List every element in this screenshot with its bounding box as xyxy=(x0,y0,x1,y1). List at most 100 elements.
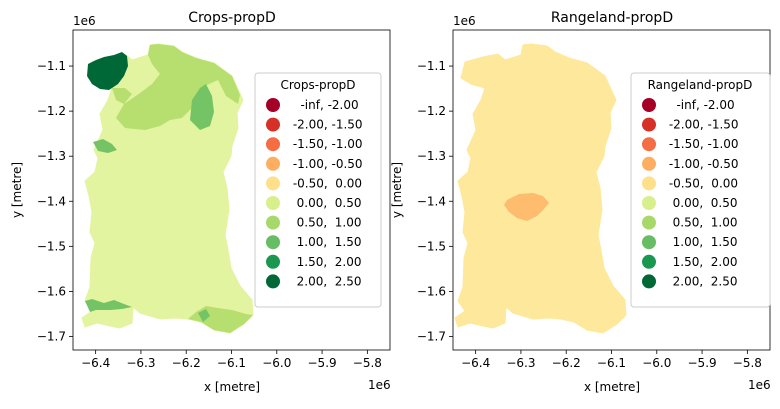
rangeland-legend-items: -inf, -2.00 -2.00, -1.50 -1.50, -1.00 -1… xyxy=(642,98,739,289)
crops-y-offset-label: 1e6 xyxy=(73,14,96,28)
legend-label: 2.00, 2.50 xyxy=(289,274,362,288)
crops-dark-green-region xyxy=(87,52,128,90)
rangeland-y-axis-label: y [metre] xyxy=(390,162,404,218)
crops-map-regions xyxy=(81,43,254,334)
legend-label: 0.00, 0.50 xyxy=(289,196,362,210)
legend-swatch xyxy=(642,137,656,152)
legend-swatch xyxy=(266,98,280,112)
rangeland-y-offset-label: 1e6 xyxy=(453,14,476,28)
crops-legend-box xyxy=(254,72,382,308)
crops-legend-items: -inf, -2.00 -2.00, -1.50 -1.50, -1.00 -1… xyxy=(266,98,363,289)
y-tick-label: −1.6 xyxy=(37,284,66,298)
crops-northwest-green-region xyxy=(112,88,132,104)
legend-label: 1.00, 1.50 xyxy=(665,235,738,249)
x-tick-label: −6.0 xyxy=(642,356,671,370)
legend-label: -2.00, -1.50 xyxy=(289,118,363,132)
crops-south-mid-green-patch xyxy=(198,309,210,322)
y-tick-label: −1.5 xyxy=(417,239,446,253)
legend-swatch xyxy=(266,235,280,250)
legend-label: -1.00, -0.50 xyxy=(665,157,739,171)
x-tick-label: −6.3 xyxy=(506,356,535,370)
crops-map-panel: Crops-propD −6.4 −6.3 −6.2 −6.1 −6.0 −5.9 −5.8… xyxy=(10,10,391,394)
legend-swatch xyxy=(266,137,280,152)
legend-swatch xyxy=(642,156,656,171)
legend-label: 0.50, 1.00 xyxy=(665,216,738,230)
legend-swatch xyxy=(642,176,656,191)
crops-y-ticks: −1.1 −1.2 −1.3 −1.4 −1.5 −1.6 −1.7 xyxy=(37,59,73,343)
rangeland-map-regions xyxy=(454,43,627,334)
x-tick-label: −5.9 xyxy=(688,356,717,370)
rangeland-x-axis-label: x [metre] xyxy=(584,380,640,394)
crops-north-green-region xyxy=(116,44,240,130)
crops-east-mid-green-region xyxy=(190,84,214,130)
legend-label: 0.50, 1.00 xyxy=(289,216,362,230)
y-tick-label: −1.4 xyxy=(37,194,66,208)
y-tick-label: −1.7 xyxy=(417,329,446,343)
rangeland-orange-region xyxy=(504,193,549,221)
rangeland-y-ticks: −1.1 −1.2 −1.3 −1.4 −1.5 −1.6 −1.7 xyxy=(417,59,453,343)
rangeland-x-ticks: −6.4 −6.3 −6.2 −6.1 −6.0 −5.9 −5.8 xyxy=(461,350,762,370)
legend-label: -inf, -2.00 xyxy=(665,98,735,112)
y-tick-label: −1.2 xyxy=(417,104,446,118)
rangeland-x-offset-label: 1e6 xyxy=(748,378,771,392)
y-tick-label: −1.7 xyxy=(37,329,66,343)
legend-label: -0.50, 0.00 xyxy=(665,176,738,190)
x-tick-label: −6.1 xyxy=(597,356,626,370)
x-tick-label: −6.2 xyxy=(172,356,201,370)
crops-legend: Crops-propD -inf, -2.00 -2.00, -1.50 -1.… xyxy=(254,72,382,308)
rangeland-legend-title: Rangeland-propD xyxy=(648,78,753,92)
y-tick-label: −1.1 xyxy=(37,59,66,73)
legend-swatch xyxy=(642,117,656,132)
rangeland-map-panel: Rangeland-propD −6.4 −6.3 −6.2 −6.1 −6.0 −5.9… xyxy=(390,10,771,394)
legend-label: 2.00, 2.50 xyxy=(665,274,738,288)
x-tick-label: −6.2 xyxy=(552,356,581,370)
legend-swatch xyxy=(642,254,656,269)
x-tick-label: −6.4 xyxy=(461,356,490,370)
rangeland-legend-box xyxy=(630,72,771,308)
y-tick-label: −1.2 xyxy=(37,104,66,118)
crops-y-axis-label: y [metre] xyxy=(10,162,24,218)
crops-x-ticks: −6.4 −6.3 −6.2 −6.1 −6.0 −5.9 −5.8 xyxy=(81,350,382,370)
y-tick-label: −1.5 xyxy=(37,239,66,253)
rangeland-base-region xyxy=(454,43,627,334)
legend-swatch xyxy=(266,196,280,210)
x-tick-label: −6.1 xyxy=(217,356,246,370)
legend-label: -1.50, -1.00 xyxy=(665,137,739,151)
y-tick-label: −1.3 xyxy=(417,149,446,163)
legend-label: -1.50, -1.00 xyxy=(289,137,363,151)
crops-west-mid-green-region xyxy=(93,139,117,153)
legend-swatch xyxy=(266,117,280,132)
rangeland-legend: Rangeland-propD -inf, -2.00 -2.00, -1.50… xyxy=(630,72,771,308)
y-tick-label: −1.4 xyxy=(417,194,446,208)
crops-map-title: Crops-propD xyxy=(188,10,276,26)
x-tick-label: −6.3 xyxy=(126,356,155,370)
legend-label: 0.00, 0.50 xyxy=(665,196,738,210)
y-tick-label: −1.3 xyxy=(37,149,66,163)
legend-label: -inf, -2.00 xyxy=(289,98,359,112)
legend-swatch xyxy=(642,235,656,250)
y-tick-label: −1.6 xyxy=(417,284,446,298)
legend-swatch xyxy=(266,176,280,191)
legend-swatch xyxy=(642,215,656,230)
crops-southwest-green-strip xyxy=(85,299,132,312)
legend-label: 1.50, 2.00 xyxy=(665,255,738,269)
legend-swatch xyxy=(266,254,280,269)
x-tick-label: −5.9 xyxy=(308,356,337,370)
x-tick-label: −6.0 xyxy=(262,356,291,370)
legend-label: -1.00, -0.50 xyxy=(289,157,363,171)
legend-swatch xyxy=(266,274,280,289)
rangeland-map-title: Rangeland-propD xyxy=(551,10,673,26)
x-tick-label: −5.8 xyxy=(733,356,762,370)
x-tick-label: −6.4 xyxy=(81,356,110,370)
legend-swatch xyxy=(642,196,656,210)
x-tick-label: −5.8 xyxy=(353,356,382,370)
crops-legend-title: Crops-propD xyxy=(280,78,355,92)
crops-x-offset-label: 1e6 xyxy=(368,378,391,392)
legend-swatch xyxy=(642,98,656,112)
crops-x-axis-label: x [metre] xyxy=(204,380,260,394)
legend-swatch xyxy=(642,274,656,289)
legend-swatch xyxy=(266,215,280,230)
legend-label: 1.00, 1.50 xyxy=(289,235,362,249)
legend-label: -0.50, 0.00 xyxy=(289,176,362,190)
